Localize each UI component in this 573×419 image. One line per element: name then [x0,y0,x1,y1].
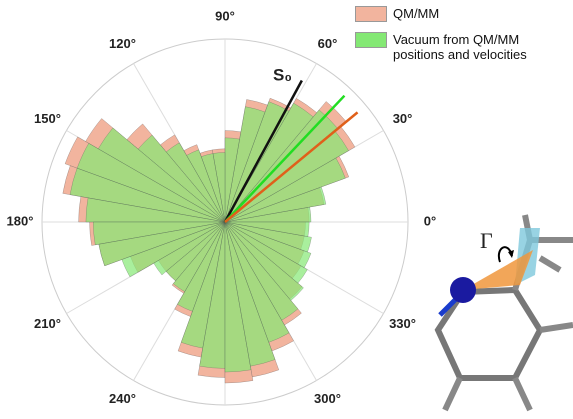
atom-n [450,277,476,303]
angle-tick-label: 30° [393,111,413,126]
angle-tick-label: 240° [109,391,136,406]
angle-tick-label: 90° [215,8,235,23]
angle-tick-label: 330° [389,316,416,331]
angle-tick-label: 210° [34,316,61,331]
angle-tick-label: 300° [314,391,341,406]
angle-tick-label: 0° [424,213,436,228]
angle-tick-label: 180° [7,213,34,228]
arrow-head [508,250,514,258]
legend-swatch [355,32,387,48]
page: 0°30°60°90°120°150°180°210°240°270°300°3… [0,0,573,419]
legend-label: Vacuum from QM/MM positions and velociti… [393,32,569,62]
legend-item: Vacuum from QM/MM positions and velociti… [355,32,569,62]
angle-tick-label: 120° [109,36,136,51]
legend: QM/MM Vacuum from QM/MM positions and vel… [355,6,569,72]
legend-label: QM/MM [393,6,439,21]
inset-label: Γ [480,228,493,253]
angle-tick-label: 150° [34,111,61,126]
angle-tick-label: 60° [318,36,338,51]
legend-swatch [355,6,387,22]
reference-label: S₀ [273,65,292,84]
legend-item: QM/MM [355,6,569,22]
molecule-inset: Γ [438,215,573,410]
